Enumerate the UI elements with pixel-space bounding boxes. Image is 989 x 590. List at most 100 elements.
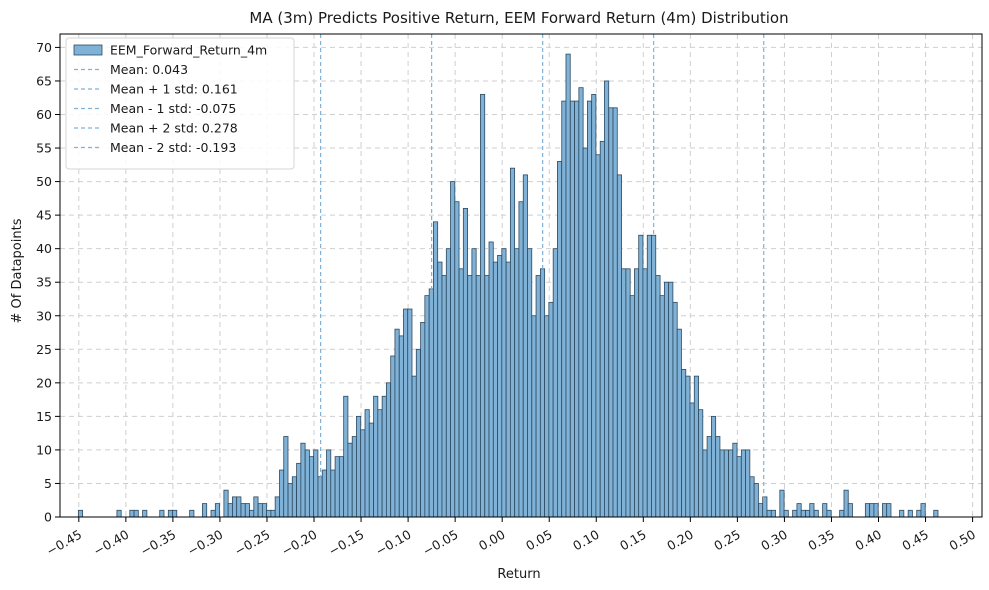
histogram-bar (458, 268, 464, 518)
histogram-bar (587, 100, 593, 518)
histogram-bar (283, 436, 289, 518)
histogram-bar (882, 503, 888, 518)
histogram-bar (415, 348, 421, 518)
histogram-bar (450, 181, 456, 518)
y-tick-label: 60 (36, 107, 52, 122)
histogram-bar (227, 503, 233, 518)
histogram-bar (129, 509, 135, 518)
y-tick-label: 10 (36, 442, 52, 457)
y-tick-label: 70 (36, 40, 52, 55)
histogram-bar (274, 496, 280, 518)
y-tick-label: 15 (36, 409, 52, 424)
histogram-bar (869, 503, 875, 518)
histogram-bar (706, 436, 712, 518)
histogram-bar (492, 261, 499, 518)
histogram-bar (356, 415, 362, 518)
y-axis-title: # Of Datapoints (10, 218, 25, 323)
histogram-bar (167, 509, 173, 518)
y-tick-label: 25 (36, 342, 52, 357)
histogram-bar (916, 509, 922, 518)
y-tick-label: 55 (36, 141, 52, 156)
legend: EEM_Forward_Return_4m Mean: 0.043 Mean + 1… (65, 37, 295, 170)
histogram-bar (779, 489, 785, 518)
histogram-bar (659, 295, 665, 518)
histogram-bar (249, 509, 255, 518)
histogram-bar (488, 241, 494, 518)
histogram-bar (398, 335, 404, 518)
histogram-bar (159, 509, 165, 518)
histogram-bar (736, 456, 742, 518)
histogram-bar (711, 415, 717, 518)
histogram-bar (723, 449, 729, 518)
histogram-bar (907, 509, 913, 518)
histogram-bar (287, 483, 293, 518)
histogram-bar (527, 248, 533, 518)
histogram-bar (634, 268, 640, 518)
histogram-bar (364, 409, 370, 518)
histogram-bar (770, 509, 776, 518)
histogram-bar (360, 429, 366, 518)
histogram-bar (839, 509, 845, 518)
histogram-bar (758, 503, 764, 518)
histogram-bar (381, 395, 387, 518)
histogram-bar (505, 261, 511, 518)
histogram-bar (116, 509, 122, 518)
y-axis-ticks: 0 5 10 15 20 25 30 35 40 45 50 55 60 65 70 (36, 40, 60, 525)
histogram-bar (565, 53, 571, 518)
histogram-bar (544, 315, 550, 518)
histogram-bar (561, 100, 567, 518)
histogram-bar (813, 509, 819, 518)
histogram-bar (501, 248, 507, 518)
histogram-bar (719, 449, 725, 518)
histogram-bar (899, 509, 905, 518)
histogram-bar (403, 308, 409, 518)
legend-label: EEM_Forward_Return_4m (110, 43, 267, 58)
histogram-bar (309, 456, 315, 518)
histogram-bar (304, 449, 310, 518)
histogram-bar (574, 100, 580, 518)
histogram-bar (240, 503, 246, 518)
histogram-bar (535, 275, 541, 518)
histogram-bar (373, 395, 379, 518)
histogram-bar (385, 382, 392, 518)
histogram-bar (377, 409, 383, 518)
histogram-bar (433, 221, 439, 518)
histogram-bar (698, 409, 704, 518)
histogram-bar (920, 503, 926, 518)
histogram-bar (334, 456, 340, 518)
histogram-bar (638, 234, 644, 518)
legend-box (65, 37, 295, 170)
histogram-bar (475, 275, 481, 518)
histogram-bar (822, 503, 828, 518)
histogram-bar (531, 315, 537, 518)
histogram-bar (616, 174, 623, 518)
histogram-bar (424, 295, 430, 518)
histogram-bar (462, 208, 468, 518)
histogram-bar (497, 254, 503, 518)
histogram-bar (847, 503, 853, 518)
histogram-bar (223, 489, 229, 518)
histogram-bar (749, 476, 755, 518)
y-tick-label: 50 (36, 174, 52, 189)
histogram-bar (300, 442, 306, 518)
histogram-bar (646, 234, 652, 518)
histogram-bar (753, 483, 759, 518)
histogram-bar (740, 449, 747, 518)
histogram-bar (578, 87, 584, 518)
histogram-bar (326, 449, 332, 518)
histogram-bar (843, 489, 849, 518)
legend-label: Mean - 2 std: -0.193 (110, 140, 236, 155)
histogram-bar (805, 509, 811, 518)
histogram-bar (569, 100, 575, 518)
histogram-bar (279, 469, 285, 518)
histogram-bar (599, 140, 605, 518)
histogram-bar (591, 93, 597, 518)
histogram-bar (522, 174, 528, 518)
histogram-bar (612, 107, 618, 518)
histogram-bar (210, 509, 216, 518)
histogram-bar (557, 161, 563, 518)
histogram-bar (467, 275, 473, 518)
histogram-bar (257, 503, 263, 518)
histogram-bar (390, 355, 396, 518)
